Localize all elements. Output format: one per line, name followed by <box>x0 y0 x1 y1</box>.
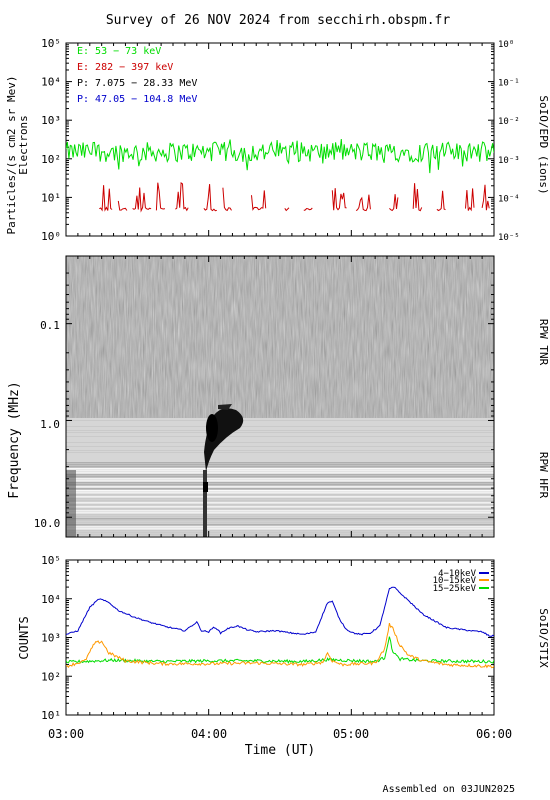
figure-title: Survey of 26 NOV 2024 from secchirh.obsp… <box>106 13 451 28</box>
series-electrons-53-73 <box>66 138 494 174</box>
time-axis-label: Time (UT) <box>245 743 315 758</box>
radio-panel: 0.1 1.0 10.0 Frequency (MHz) RPW TNR RPW… <box>7 255 550 538</box>
legend-p-47-104: P: 47.05 − 104.8 MeV <box>77 94 197 105</box>
time-tick-0500: 05:00 <box>333 727 369 741</box>
time-tick-0600: 06:00 <box>476 727 512 741</box>
stix-legend-15-25: 15−25keV <box>433 584 477 594</box>
legend-p-7-28: P: 7.075 − 28.33 MeV <box>77 78 197 89</box>
series-stix-4-10kev <box>66 586 494 637</box>
particles-right-label: SoIO/EPD (ions) <box>537 95 550 194</box>
stix-ylabel: COUNTS <box>17 616 31 659</box>
radio-ytick-10.0: 10.0 <box>34 517 61 530</box>
stix-legend-10-15: 10−15keV <box>433 576 477 586</box>
particles-ytick-left-0: 10⁰ <box>41 230 61 243</box>
radio-ytick-1.0: 1.0 <box>40 418 60 431</box>
stix-ytick-left-1: 10² <box>41 670 61 683</box>
stix-ytick-left-2: 10³ <box>41 632 61 645</box>
time-tick-0400: 04:00 <box>191 727 227 741</box>
series-electrons-282-397 <box>99 181 490 213</box>
particles-ytick-right-5: 10⁰ <box>498 40 514 50</box>
particles-ytick-right-3: 10⁻² <box>498 117 520 127</box>
stix-ytick-left-3: 10⁴ <box>41 593 61 606</box>
stix-right-label: SoIO/STIX <box>537 608 550 668</box>
stix-frame <box>65 559 495 716</box>
particles-ytick-left-3: 10³ <box>41 114 61 127</box>
legend-e-53-73: E: 53 − 73 keV <box>77 46 161 57</box>
stix-panel: 10¹ 10² 10³ 10⁴ 10⁵ 4−10keV 10−15keV 15−25ke… <box>17 554 550 722</box>
footer-assembled: Assembled on 03JUN2025 <box>383 784 515 795</box>
particles-ytick-right-0: 10⁻⁵ <box>498 233 520 243</box>
particles-ytick-right-2: 10⁻³ <box>498 156 520 166</box>
radio-ylabel: Frequency (MHz) <box>7 381 22 498</box>
particles-ylabel: Particles/(s cm2 sr Mev) <box>5 76 18 235</box>
particles-ytick-left-5: 10⁵ <box>41 37 61 50</box>
tnr-noise <box>66 256 494 418</box>
stix-legend-4-10: 4−10keV <box>438 569 477 579</box>
radio-label-hfr: RPW HFR <box>537 452 550 499</box>
particles-ytick-right-4: 10⁻¹ <box>498 79 520 89</box>
type-iii-burst <box>203 404 244 537</box>
particles-panel: 10⁰ 10¹ 10² 10³ 10⁴ 10⁵ 10⁻⁵ 10⁻⁴ 10⁻³ 10⁻² 10⁻¹ 10… <box>5 37 550 243</box>
stix-ytick-left-0: 10¹ <box>41 709 61 722</box>
series-stix-10-15kev <box>66 622 494 669</box>
legend-e-282-397: E: 282 − 397 keV <box>77 62 173 73</box>
particles-ytick-left-1: 10¹ <box>41 191 61 204</box>
time-tick-0300: 03:00 <box>48 727 84 741</box>
particles-ytick-left-4: 10⁴ <box>41 76 61 89</box>
stix-ytick-left-4: 10⁵ <box>41 554 61 567</box>
particles-ytick-right-1: 10⁻⁴ <box>498 194 520 204</box>
particles-ylabel-sub: Electrons <box>17 115 30 175</box>
particles-ytick-left-2: 10² <box>41 153 61 166</box>
radio-ytick-0.1: 0.1 <box>40 319 60 332</box>
radio-label-tnr: RPW TNR <box>537 319 550 366</box>
